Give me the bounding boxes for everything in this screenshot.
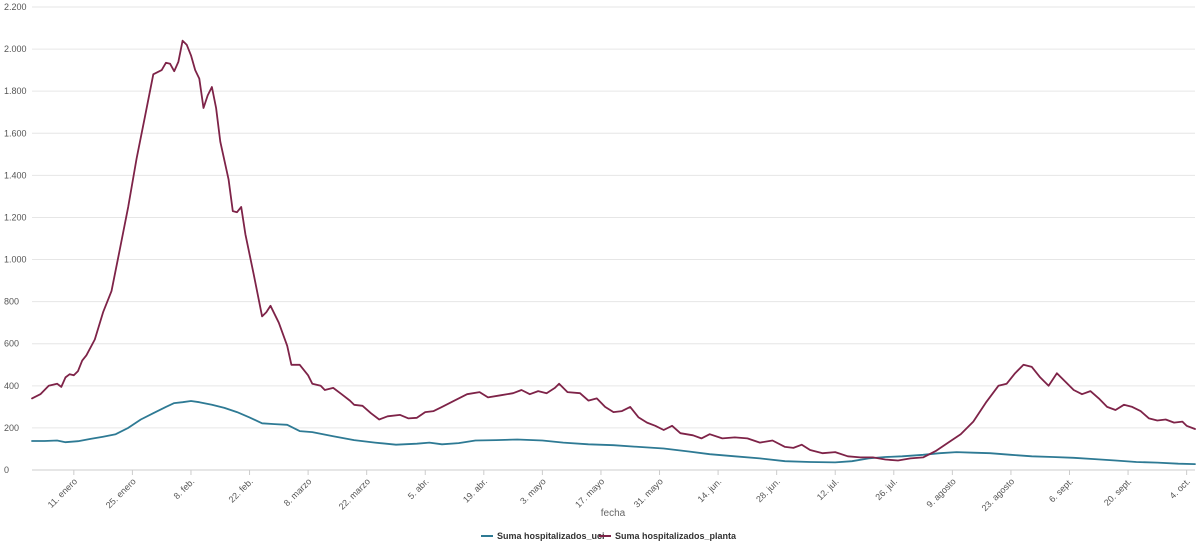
y-tick-label: 1.800 (4, 86, 27, 96)
x-tick-label: 4. oct. (1168, 476, 1192, 500)
y-tick-label: 0 (4, 465, 9, 475)
legend-item[interactable]: Suma hospitalizados_uci (481, 531, 605, 541)
y-tick-label: 1.400 (4, 170, 27, 180)
x-tick-label: 26. jul. (873, 476, 899, 502)
y-tick-label: 800 (4, 297, 19, 307)
series-line-uci (31, 400, 1196, 466)
series-lines (31, 39, 1196, 466)
x-tick-label: 5. abr. (406, 476, 431, 501)
y-tick-label: 200 (4, 423, 19, 433)
x-tick-label: 22. marzo (337, 476, 372, 511)
x-tick-label: 25. enero (104, 476, 138, 510)
legend-label: Suma hospitalizados_uci (497, 531, 605, 541)
legend-item[interactable]: Suma hospitalizados_planta (599, 531, 737, 541)
grid-lines (32, 6, 1195, 429)
x-tick-label: 6. sept. (1047, 476, 1075, 504)
x-tick-label: 22. feb. (227, 476, 255, 504)
y-tick-label: 400 (4, 381, 19, 391)
legend: Suma hospitalizados_uci Suma hospitalizad… (481, 531, 737, 541)
x-tick-label: 23. agosto (980, 476, 1017, 513)
x-tick-label: 11. enero (46, 476, 79, 509)
y-tick-label: 2.200 (4, 2, 27, 12)
x-tick-label: 8. marzo (282, 476, 314, 508)
x-tick-label: 19. abr. (461, 476, 489, 504)
x-tick-label: 14. jun. (696, 476, 724, 504)
legend-label: Suma hospitalizados_planta (615, 531, 737, 541)
x-tick-label: 9. agosto (925, 476, 958, 509)
x-tick-label: 17. mayo (573, 476, 606, 509)
y-tick-label: 1.600 (4, 128, 27, 138)
x-tick-label: 28. jun. (754, 476, 782, 504)
y-tick-label: 1.000 (4, 255, 27, 265)
y-tick-label: 2.000 (4, 44, 27, 54)
x-tick-label: 12. jul. (815, 476, 841, 502)
x-tick-label: 31. mayo (632, 476, 665, 509)
y-tick-label: 600 (4, 339, 19, 349)
x-axis-title: fecha (601, 508, 626, 519)
y-tick-label: 1.200 (4, 212, 27, 222)
x-tick-label: 8. feb. (172, 476, 197, 501)
y-axis: 0 200 400 600 800 1.000 1.200 1.400 1.600 1.800 2.… (4, 2, 27, 475)
x-tick-label: 20. sept. (1102, 476, 1133, 507)
x-tick-label: 3. mayo (518, 476, 548, 506)
x-axis-ticks: 11. enero 25. enero 8. feb. 22. feb. 8. marz… (46, 470, 1192, 513)
series-line-planta (31, 39, 1196, 462)
